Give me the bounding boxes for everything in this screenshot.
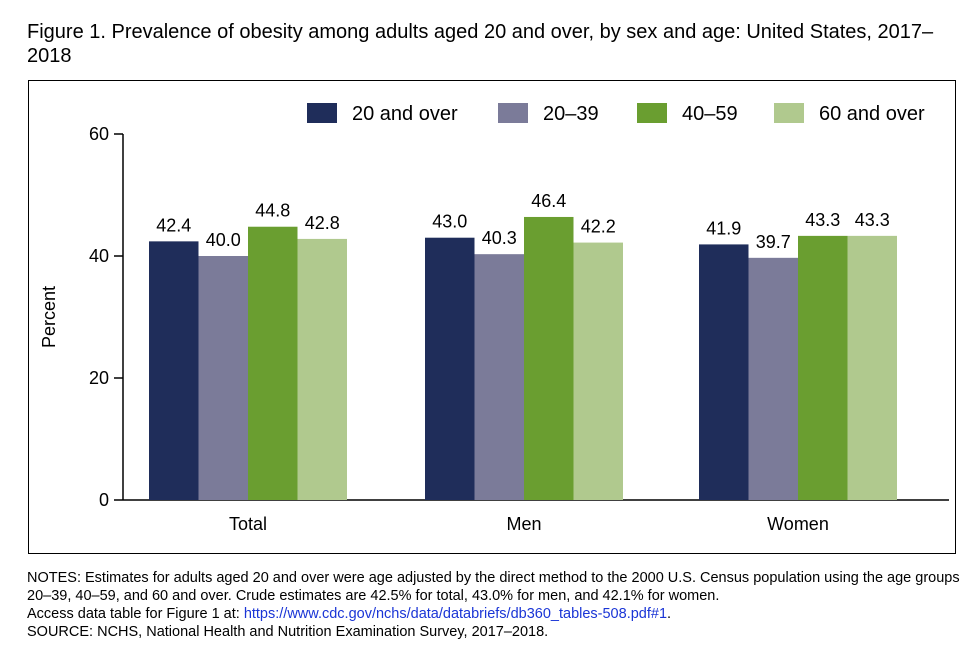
- notes-text: NOTES: Estimates for adults aged 20 and …: [27, 570, 960, 604]
- bar: [149, 241, 199, 501]
- access-line: Access data table for Figure 1 at: https…: [27, 605, 962, 623]
- y-tick-label: 20: [89, 368, 109, 388]
- bar: [474, 254, 524, 500]
- bar: [425, 237, 475, 500]
- figure-title: Figure 1. Prevalence of obesity among ad…: [27, 21, 934, 67]
- legend-label: 20 and over: [352, 103, 458, 125]
- access-suffix: .: [667, 606, 672, 622]
- bar: [699, 244, 749, 500]
- legend-label: 60 and over: [819, 103, 925, 125]
- notes-section: NOTES: Estimates for adults aged 20 and …: [27, 569, 962, 641]
- chart-frame: 0 20 40 60 Percent 42.4 40.0 44.8 42.8 Total 43.0 4…: [28, 80, 956, 554]
- x-category-label: Women: [767, 514, 829, 534]
- y-tick-label: 60: [89, 124, 109, 144]
- bar-value-label: 41.9: [706, 218, 741, 238]
- bar: [847, 235, 897, 500]
- bar-value-label: 43.3: [805, 210, 840, 230]
- bar-value-label: 39.7: [756, 232, 791, 252]
- legend-label: 40–59: [682, 103, 738, 125]
- bar: [198, 256, 248, 500]
- legend-swatch: [774, 103, 804, 123]
- bar: [798, 235, 848, 500]
- access-prefix: Access data table for Figure 1 at:: [27, 606, 244, 622]
- bar-value-label: 44.8: [255, 201, 290, 221]
- bar: [524, 216, 574, 500]
- legend-swatch: [307, 103, 337, 123]
- bar-value-label: 42.8: [305, 213, 340, 233]
- bar: [573, 242, 623, 500]
- bar-value-label: 43.0: [432, 212, 467, 232]
- bar-value-label: 40.3: [482, 228, 517, 248]
- legend-swatch: [498, 103, 528, 123]
- data-table-link[interactable]: https://www.cdc.gov/nchs/data/databriefs…: [243, 606, 668, 622]
- legend-label: 20–39: [543, 103, 599, 125]
- bar-value-label: 46.4: [531, 191, 566, 211]
- y-tick-label: 0: [99, 490, 109, 510]
- source-text: SOURCE: NCHS, National Health and Nutrit…: [27, 624, 549, 640]
- bar-chart: 0 20 40 60 Percent 42.4 40.0 44.8 42.8 Total 43.0 4…: [39, 103, 949, 534]
- bar-value-label: 40.0: [206, 230, 241, 250]
- bar-value-label: 43.3: [855, 210, 890, 230]
- bar: [248, 226, 298, 500]
- x-category-label: Total: [229, 514, 267, 534]
- bar: [748, 257, 798, 500]
- bar: [297, 238, 347, 501]
- x-category-label: Men: [506, 514, 541, 534]
- y-tick-label: 40: [89, 246, 109, 266]
- y-axis-title: Percent: [39, 286, 59, 348]
- legend-swatch: [637, 103, 667, 123]
- bar-value-label: 42.2: [581, 217, 616, 237]
- bar-value-label: 42.4: [156, 215, 191, 235]
